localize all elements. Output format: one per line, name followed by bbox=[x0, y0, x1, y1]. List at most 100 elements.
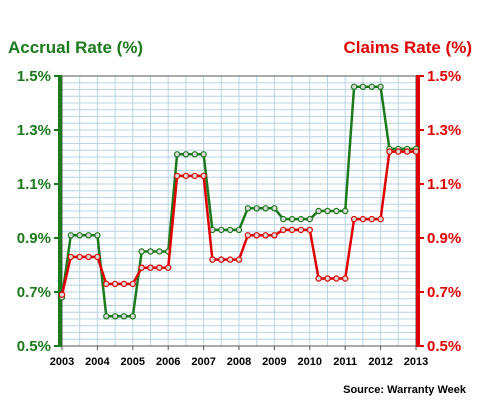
data-point-right bbox=[182, 172, 190, 180]
x-tick-label: 2007 bbox=[191, 356, 215, 368]
data-point-left bbox=[156, 248, 163, 255]
right-tick-label: 0.5% bbox=[427, 338, 461, 355]
left-axis-title: Accrual Rate (%) bbox=[8, 38, 143, 57]
data-point-right bbox=[342, 275, 349, 282]
left-axis-ticks: 1.5% 1.3% 1.1% 0.9% 0.7% 0.5% bbox=[17, 68, 62, 355]
left-tick-label: 1.3% bbox=[17, 122, 51, 139]
data-point-right bbox=[164, 264, 172, 271]
x-tick-label: 2006 bbox=[156, 356, 180, 368]
source-annotation: Source: Warranty Week bbox=[343, 384, 467, 396]
x-tick-label: 2011 bbox=[333, 356, 357, 368]
right-tick-label: 1.3% bbox=[427, 122, 461, 139]
left-tick-label: 0.7% bbox=[17, 284, 51, 301]
data-point-right bbox=[191, 172, 198, 180]
data-point-right bbox=[120, 280, 128, 288]
data-point-right bbox=[85, 253, 92, 261]
right-axis-title: Claims Rate (%) bbox=[344, 38, 472, 57]
data-point-left bbox=[218, 226, 225, 234]
data-point-right bbox=[147, 264, 154, 271]
data-point-left bbox=[280, 215, 287, 223]
data-point-right bbox=[129, 280, 136, 288]
right-tick-label: 1.1% bbox=[427, 176, 461, 193]
data-point-left bbox=[182, 151, 190, 158]
data-point-right bbox=[386, 148, 393, 155]
data-point-right bbox=[156, 264, 163, 271]
x-tick-label: 2003 bbox=[50, 356, 74, 368]
data-point-right bbox=[209, 256, 216, 263]
data-point-right bbox=[200, 172, 207, 180]
right-tick-label: 1.5% bbox=[427, 68, 461, 85]
data-point-left bbox=[271, 205, 278, 212]
data-point-left bbox=[67, 232, 75, 239]
x-tick-label: 2010 bbox=[298, 356, 322, 368]
data-point-left bbox=[85, 232, 92, 239]
data-point-right bbox=[395, 148, 402, 155]
data-point-right bbox=[226, 256, 234, 263]
data-point-right bbox=[297, 226, 305, 234]
data-point-left bbox=[377, 83, 384, 91]
data-point-left bbox=[324, 207, 331, 215]
series-right bbox=[58, 148, 420, 298]
data-point-right bbox=[111, 280, 119, 288]
data-point-right bbox=[412, 148, 420, 155]
data-point-right bbox=[315, 275, 322, 282]
left-tick-label: 0.9% bbox=[17, 230, 51, 247]
grid-lines bbox=[62, 76, 416, 346]
data-point-right bbox=[288, 226, 296, 234]
data-point-right bbox=[306, 226, 313, 234]
right-tick-label: 0.7% bbox=[427, 284, 461, 301]
data-point-left bbox=[226, 226, 234, 234]
data-point-right bbox=[333, 275, 340, 282]
data-point-right bbox=[377, 215, 384, 223]
data-point-left bbox=[138, 248, 145, 255]
data-point-left bbox=[200, 151, 207, 158]
data-point-right bbox=[280, 226, 287, 234]
data-point-right bbox=[253, 232, 260, 239]
data-point-right bbox=[271, 232, 278, 239]
x-tick-label: 2005 bbox=[121, 356, 145, 368]
data-point-left bbox=[350, 83, 358, 91]
data-point-left bbox=[120, 313, 128, 320]
x-tick-label: 2012 bbox=[368, 356, 392, 368]
series-layer bbox=[58, 83, 420, 320]
data-point-left bbox=[368, 83, 375, 91]
data-point-right bbox=[350, 215, 358, 223]
data-point-right bbox=[262, 232, 269, 239]
data-point-right bbox=[103, 280, 110, 288]
data-point-left bbox=[315, 207, 322, 215]
series-left bbox=[58, 83, 420, 320]
data-point-left bbox=[359, 83, 367, 91]
data-point-right bbox=[218, 256, 225, 263]
data-point-left bbox=[333, 207, 340, 215]
data-point-left bbox=[129, 313, 136, 320]
data-point-right bbox=[244, 232, 252, 239]
data-point-right bbox=[173, 172, 181, 180]
data-point-left bbox=[235, 226, 243, 234]
data-point-left bbox=[262, 205, 269, 212]
left-tick-label: 1.1% bbox=[17, 176, 51, 193]
data-point-left bbox=[191, 151, 198, 158]
data-point-left bbox=[103, 313, 110, 320]
data-point-left bbox=[253, 205, 260, 212]
x-axis-ticks: 2003 2004 2005 2006 2007 2008 2009 2010 2011 2012… bbox=[50, 346, 428, 368]
x-tick-label: 2013 bbox=[404, 356, 428, 368]
data-point-left bbox=[342, 207, 349, 215]
data-point-right bbox=[58, 291, 66, 298]
data-point-right bbox=[359, 215, 367, 223]
right-axis-ticks: 1.5% 1.3% 1.1% 0.9% 0.7% 0.5% bbox=[416, 68, 461, 355]
data-point-left bbox=[306, 215, 313, 223]
data-point-right bbox=[235, 256, 243, 263]
data-point-left bbox=[147, 248, 154, 255]
data-point-left bbox=[111, 313, 119, 320]
left-tick-label: 0.5% bbox=[17, 338, 51, 355]
data-point-right bbox=[67, 253, 75, 261]
data-point-right bbox=[403, 148, 411, 155]
right-tick-label: 0.9% bbox=[427, 230, 461, 247]
data-point-right bbox=[138, 264, 145, 271]
left-tick-label: 1.5% bbox=[17, 68, 51, 85]
data-point-left bbox=[244, 205, 252, 212]
x-tick-label: 2008 bbox=[227, 356, 251, 368]
data-point-right bbox=[94, 253, 101, 261]
x-tick-label: 2009 bbox=[262, 356, 286, 368]
